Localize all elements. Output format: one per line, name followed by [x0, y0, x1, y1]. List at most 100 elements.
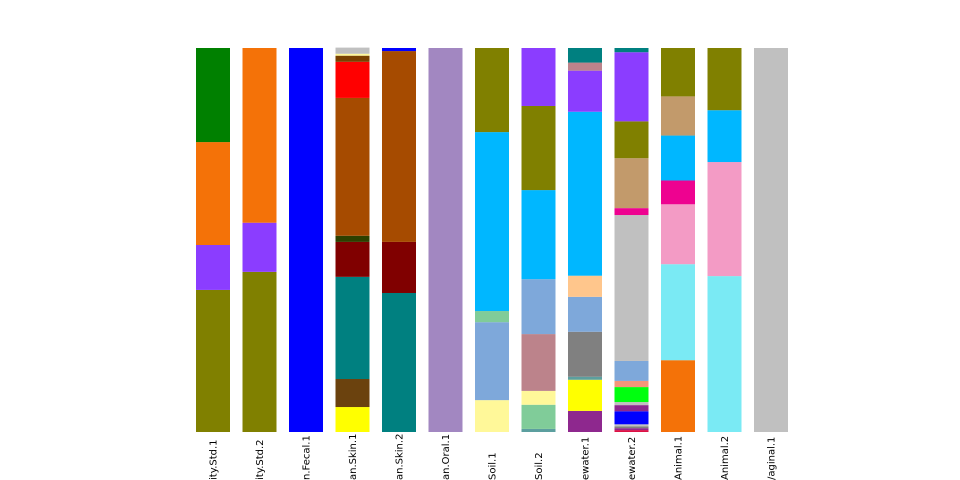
bar-segment — [568, 410, 602, 432]
bar-segment — [335, 47, 370, 54]
x-tick-label: n.Fecal.1 — [302, 435, 313, 480]
bar-segment — [335, 61, 370, 98]
x-tick-label: an.Oral.1 — [441, 434, 452, 480]
bar-segment — [661, 180, 695, 205]
bar-segment — [568, 48, 602, 63]
bar-segment — [335, 276, 370, 380]
bar-segment — [521, 190, 556, 280]
bar-Community.Std.2 — [242, 48, 277, 432]
bar-segment — [475, 311, 509, 323]
bar-segment — [707, 48, 742, 111]
bar-segment — [335, 55, 370, 62]
bar-Wastewater.2 — [614, 48, 649, 432]
bar-segment — [754, 48, 788, 432]
bar-segment — [521, 279, 556, 335]
bar-segment — [475, 322, 509, 401]
bar-segment — [335, 407, 370, 432]
bar-Human.Skin.2 — [382, 48, 416, 432]
bar-segment — [568, 376, 602, 380]
bar-segment — [614, 426, 649, 429]
bar-segment — [614, 424, 649, 427]
x-tick-label: ity.Std.1 — [209, 439, 220, 480]
bar-segment — [475, 400, 509, 432]
bar-segment — [475, 132, 509, 312]
bar-segment — [614, 158, 649, 209]
bar-segment — [196, 244, 230, 290]
bar-segment — [614, 428, 649, 431]
x-tick-label: Soil.2 — [534, 452, 545, 480]
bar-segment — [614, 360, 649, 381]
bar-segment — [382, 51, 416, 242]
bar-segment — [568, 70, 602, 112]
bar-Human.Skin.1 — [335, 47, 370, 432]
bar-Soil.2 — [521, 48, 556, 432]
bar-segment — [614, 52, 649, 122]
bar-segment — [614, 380, 649, 388]
bar-segment — [335, 97, 370, 236]
bar-segment — [335, 379, 370, 408]
bar-segment — [521, 105, 556, 191]
bar-segment — [335, 241, 370, 277]
bar-segment — [242, 271, 277, 432]
bar-segment — [707, 162, 742, 277]
bar-segment — [707, 276, 742, 432]
x-tick-label: Animal.2 — [720, 436, 731, 480]
bar-segment — [614, 402, 649, 406]
x-tick-label: ity.Std.2 — [255, 439, 266, 480]
x-tick-label: ewater.2 — [627, 437, 638, 480]
bar-segment — [568, 379, 602, 411]
bar-segment — [614, 405, 649, 412]
bar-segment — [614, 208, 649, 216]
bar-segment — [521, 48, 556, 106]
bar-segment — [568, 62, 602, 71]
x-tick-labels: ity.Std.1 ity.Std.2 n.Fecal.1 an.Skin.1 an.S… — [209, 434, 778, 480]
bar-segment — [335, 53, 370, 56]
bar-segment — [521, 428, 556, 432]
bar-segment — [614, 430, 649, 432]
bar-segment — [196, 142, 230, 245]
bar-segment — [242, 222, 277, 272]
bar-segment — [521, 404, 556, 429]
bar-segment — [661, 360, 695, 432]
bar-segment — [475, 48, 509, 133]
bar-Human.Oral.1 — [428, 48, 463, 432]
bar-Vaginal.1 — [754, 48, 788, 432]
bar-segment — [614, 411, 649, 425]
x-tick-label: Animal.1 — [674, 436, 685, 480]
bar-segment — [614, 215, 649, 361]
bar-segment — [661, 96, 695, 136]
bar-Human.Fecal.1 — [289, 48, 323, 432]
x-tick-label: Soil.1 — [488, 452, 499, 480]
bar-segment — [335, 235, 370, 242]
bar-segment — [242, 48, 277, 223]
bars-group — [196, 47, 788, 432]
bar-segment — [707, 110, 742, 163]
x-tick-label: an.Skin.1 — [348, 434, 359, 480]
bar-Animal.1 — [661, 48, 695, 432]
bar-segment — [289, 48, 323, 432]
bar-segment — [382, 292, 416, 432]
bar-Animal.2 — [707, 48, 742, 432]
bar-segment — [428, 48, 463, 432]
bar-segment — [521, 334, 556, 391]
x-tick-label: an.Skin.2 — [395, 434, 406, 480]
bar-segment — [382, 48, 416, 52]
bar-segment — [568, 331, 602, 377]
bar-segment — [568, 111, 602, 276]
bar-segment — [661, 204, 695, 265]
bar-segment — [614, 121, 649, 159]
bar-segment — [614, 48, 649, 53]
bar-segment — [568, 296, 602, 332]
bar-segment — [661, 264, 695, 361]
bar-segment — [568, 275, 602, 297]
bar-segment — [196, 289, 230, 432]
x-tick-label: /aginal.1 — [767, 437, 778, 480]
bar-Wastewater.1 — [568, 48, 602, 432]
bar-Soil.1 — [475, 48, 509, 432]
bar-segment — [614, 387, 649, 403]
x-tick-label: ewater.1 — [581, 437, 592, 480]
bar-Community.Std.1 — [196, 48, 230, 432]
bar-segment — [521, 390, 556, 405]
bar-segment — [382, 241, 416, 293]
